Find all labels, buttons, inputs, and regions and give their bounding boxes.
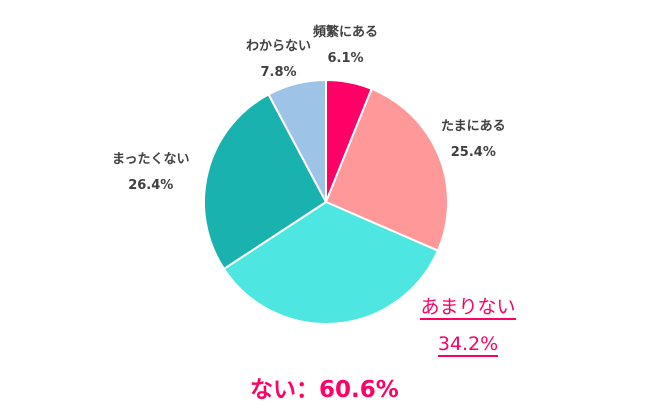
pie-slice [222, 200, 440, 325]
label-tamani: たまにある 25.4% [441, 114, 506, 166]
summary-total: ない：60.6% [250, 377, 399, 403]
label-amari-value: 34.2% [437, 333, 499, 357]
label-hinpan: 頻繁にある 6.1% [313, 20, 378, 72]
label-wakaranai: わからない 7.8% [246, 34, 311, 86]
label-mattaku: まったくない 26.4% [112, 147, 189, 199]
label-wakaranai-name: わからない [246, 39, 312, 54]
label-hinpan-name: 頻繁にある [313, 25, 379, 40]
label-amari-name: あまりない [420, 296, 516, 320]
label-mattaku-value: 26.4% [128, 178, 174, 193]
label-amari-name-wrap: あまりない [413, 296, 523, 320]
pie-slice [324, 87, 449, 252]
pie-slice [267, 78, 327, 203]
pie-slice [203, 93, 328, 271]
label-tamani-value: 25.4% [450, 145, 496, 160]
label-tamani-name: たまにある [441, 119, 506, 134]
label-hinpan-value: 6.1% [327, 51, 364, 66]
label-amari-value-wrap: 34.2% [413, 333, 523, 357]
label-mattaku-name: まったくない [112, 152, 190, 167]
label-wakaranai-value: 7.8% [260, 65, 297, 80]
